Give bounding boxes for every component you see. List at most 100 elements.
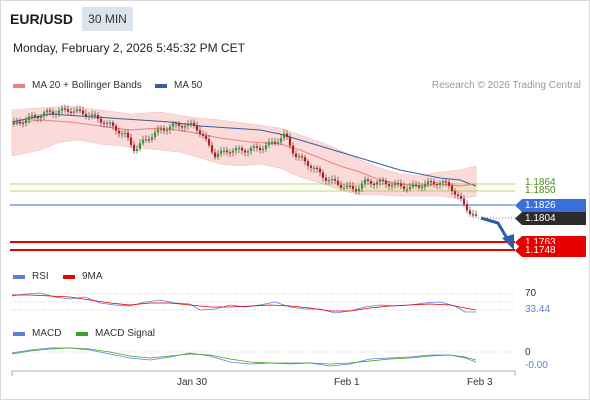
candle-body xyxy=(42,112,46,117)
candle-body xyxy=(366,179,370,181)
timeframe-button[interactable]: 30 MIN xyxy=(82,7,133,31)
ma50-swatch-icon xyxy=(155,83,167,88)
candle-body xyxy=(93,114,97,116)
candle-body xyxy=(465,204,469,211)
candle-body xyxy=(273,141,277,144)
candle-body xyxy=(414,184,418,186)
candle-body xyxy=(411,184,415,187)
legend-macd: MACD xyxy=(13,328,61,339)
candle-body xyxy=(21,123,25,125)
candle-body xyxy=(429,181,433,183)
candle-body xyxy=(348,185,352,187)
candle-body xyxy=(261,148,265,151)
candle-body xyxy=(210,145,214,153)
legend-rsi-label: RSI xyxy=(32,271,49,282)
candle-body xyxy=(33,115,37,117)
candle-body xyxy=(249,147,253,152)
macd-swatch-icon xyxy=(13,331,25,336)
candle-body xyxy=(369,180,373,184)
research-credit: Research © 2026 Trading Central xyxy=(431,80,581,91)
chart-datetime: Monday, February 2, 2026 5:45:32 PM CET xyxy=(13,41,245,55)
candle-body xyxy=(201,134,205,136)
candle-body xyxy=(36,116,40,119)
candle-body xyxy=(189,122,193,124)
candle-body xyxy=(12,121,16,125)
candle-body xyxy=(162,128,166,131)
candle-body xyxy=(60,108,64,111)
candle-body xyxy=(252,146,256,148)
candle-body xyxy=(432,181,436,184)
candle-body xyxy=(243,150,247,153)
candle-body xyxy=(69,111,73,113)
candle-body xyxy=(426,181,430,184)
candle-body xyxy=(129,137,133,145)
candle-body xyxy=(171,123,175,127)
candle-body xyxy=(195,125,199,131)
candle-body xyxy=(474,214,478,216)
legend-ma50-label: MA 50 xyxy=(174,80,203,91)
legend-ma20-label: MA 20 + Bollinger Bands xyxy=(32,80,142,91)
candle-body xyxy=(90,114,94,116)
candle-body xyxy=(222,150,226,152)
legend-macd-signal: MACD Signal xyxy=(76,328,155,339)
candle-body xyxy=(456,194,460,196)
legend-rsi: RSI xyxy=(13,271,49,282)
candle-body xyxy=(291,145,295,154)
macd-line xyxy=(11,347,477,367)
candle-body xyxy=(78,109,82,111)
support2-price-text: 1.1748 xyxy=(525,245,556,256)
candle-body xyxy=(207,139,211,146)
candle-body xyxy=(144,139,148,141)
candle-body xyxy=(126,132,130,138)
candle-body xyxy=(87,115,91,118)
candle-body xyxy=(351,185,355,190)
candle-body xyxy=(234,148,238,151)
candle-body xyxy=(186,123,190,126)
candle-body xyxy=(150,137,154,140)
candle-body xyxy=(111,122,115,126)
candle-body xyxy=(309,165,313,168)
candle-body xyxy=(117,130,121,134)
support1-price-text: 1.1763 xyxy=(525,237,556,248)
legend-ma50: MA 50 xyxy=(155,80,202,91)
candlesticks xyxy=(12,104,478,218)
candle-body xyxy=(132,144,136,151)
x-tick-feb1: Feb 1 xyxy=(334,377,360,388)
candle-body xyxy=(192,122,196,126)
candle-body xyxy=(453,191,457,195)
candle-body xyxy=(63,108,67,110)
candle-body xyxy=(423,183,427,188)
candle-body xyxy=(84,113,88,117)
candle-body xyxy=(240,147,244,151)
candle-body xyxy=(372,183,376,185)
legend-9ma: 9MA xyxy=(63,271,103,282)
candle-body xyxy=(300,156,304,158)
candle-body xyxy=(354,189,358,192)
candle-body xyxy=(420,187,424,189)
candle-body xyxy=(471,214,475,216)
candle-body xyxy=(216,153,220,158)
candle-body xyxy=(408,186,412,190)
candle-body xyxy=(459,195,463,199)
ma20-swatch-icon xyxy=(13,83,25,88)
candle-body xyxy=(378,179,382,183)
current-price-tag: 1.1804 xyxy=(515,212,586,225)
candle-body xyxy=(165,129,169,132)
candle-body xyxy=(264,145,268,149)
candle-body xyxy=(330,179,334,181)
candle-body xyxy=(51,111,55,114)
candle-body xyxy=(57,110,61,114)
candle-body xyxy=(276,142,280,144)
candle-body xyxy=(441,181,445,183)
candle-body xyxy=(294,153,298,157)
candle-body xyxy=(336,180,340,185)
candle-body xyxy=(39,116,43,119)
legend-9ma-label: 9MA xyxy=(82,271,103,282)
candle-body xyxy=(96,115,100,119)
current-price-text: 1.1804 xyxy=(525,213,556,224)
candle-body xyxy=(156,128,160,133)
candle-body xyxy=(177,123,181,127)
candle-body xyxy=(357,188,361,192)
rsi-swatch-icon xyxy=(13,274,25,279)
candle-body xyxy=(135,149,139,151)
